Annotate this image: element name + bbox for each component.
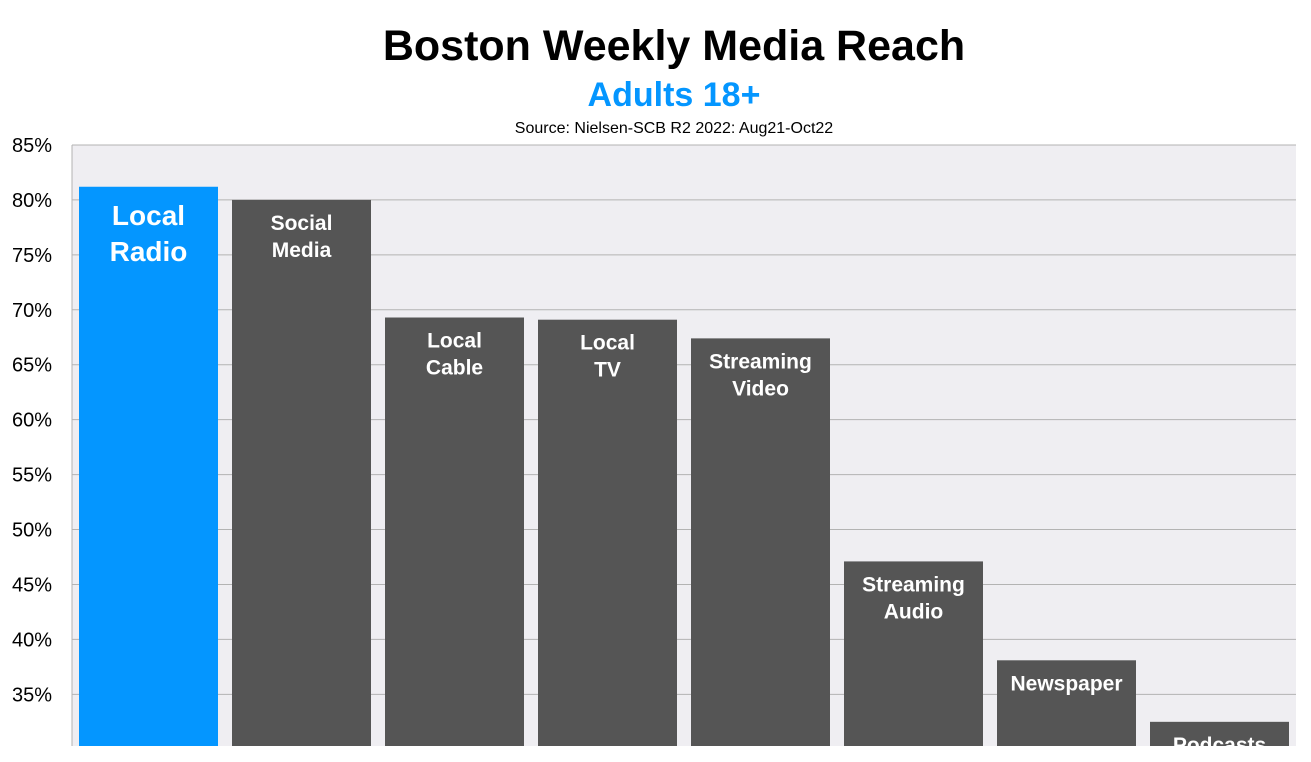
bar-label: Local: [580, 332, 635, 355]
bar-label: Cable: [426, 356, 483, 379]
chart-title: Boston Weekly Media Reach: [382, 22, 966, 70]
bar-label: Local: [112, 200, 185, 231]
bar-label: Newspaper: [1010, 672, 1122, 695]
y-tick-label: 75%: [12, 245, 52, 267]
y-tick-label: 65%: [12, 355, 52, 377]
bar: [538, 319, 677, 746]
chart-source: Source: Nielsen-SCB R2 2022: Aug21-Oct22: [514, 120, 834, 137]
y-tick-label: 35%: [12, 684, 52, 706]
bar: [1150, 721, 1289, 746]
y-tick-label: 55%: [12, 465, 52, 487]
chart-subtitle: Adults 18+: [587, 76, 761, 114]
bar-label: TV: [594, 359, 621, 382]
bar: [691, 338, 830, 746]
bar-label: Podcasts: [1173, 734, 1266, 757]
bar-label: Media: [272, 239, 332, 262]
bar: [385, 317, 524, 746]
bar: [844, 561, 983, 746]
y-tick-label: 70%: [12, 300, 52, 322]
bar-label: Streaming: [862, 573, 965, 596]
bar: [79, 186, 218, 747]
y-tick-label: 45%: [12, 574, 52, 596]
bar-label: Local: [427, 329, 482, 352]
y-tick-label: 60%: [12, 410, 52, 432]
bar-label: Video: [732, 377, 789, 400]
bar-label: Streaming: [709, 350, 812, 373]
y-tick-label: 50%: [12, 520, 52, 542]
bar: [232, 199, 371, 746]
y-tick-label: 40%: [12, 629, 52, 651]
y-tick-label: 85%: [12, 135, 52, 157]
bar-label: Social: [271, 212, 333, 235]
bar-label: Audio: [884, 600, 943, 623]
bar-label: Radio: [110, 236, 188, 267]
y-tick-label: 80%: [12, 190, 52, 212]
bar: [997, 660, 1136, 746]
